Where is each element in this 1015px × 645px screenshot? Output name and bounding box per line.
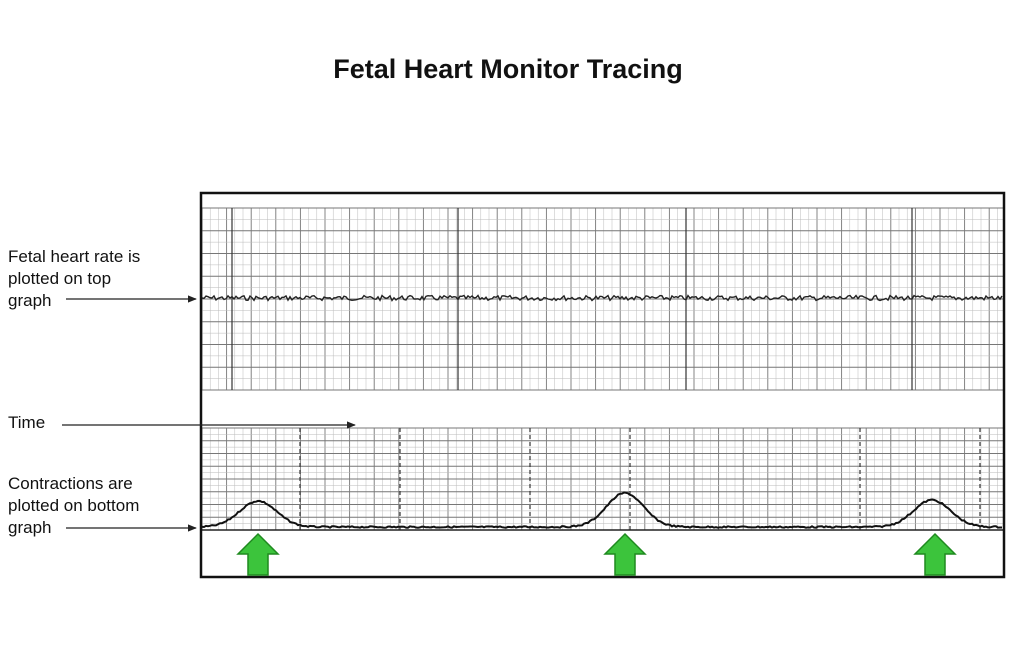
label-line: graph bbox=[8, 518, 51, 537]
green-arrow bbox=[603, 532, 647, 576]
paper-grid bbox=[201, 207, 1003, 576]
contractions-label: Contractions are plotted on bottom graph bbox=[8, 474, 139, 537]
green-arrow bbox=[913, 532, 957, 576]
title: Fetal Heart Monitor Tracing bbox=[333, 54, 683, 84]
contraction-trace bbox=[201, 491, 1002, 529]
time-label: Time bbox=[8, 413, 45, 432]
fhr-label: Fetal heart rate is plotted on top graph bbox=[8, 247, 140, 310]
label-line: plotted on bottom bbox=[8, 496, 139, 515]
label-line: Contractions are bbox=[8, 474, 133, 493]
time-strip bbox=[202, 391, 1003, 427]
arrow-strip bbox=[202, 531, 1003, 576]
contraction-arrows bbox=[236, 532, 957, 576]
fhr-trace bbox=[201, 294, 1003, 302]
monitor-frame bbox=[199, 191, 1006, 579]
label-line: graph bbox=[8, 291, 51, 310]
label-line: Fetal heart rate is bbox=[8, 247, 140, 266]
traces bbox=[201, 294, 1003, 529]
label-line: plotted on top bbox=[8, 269, 111, 288]
green-arrow bbox=[236, 532, 280, 576]
